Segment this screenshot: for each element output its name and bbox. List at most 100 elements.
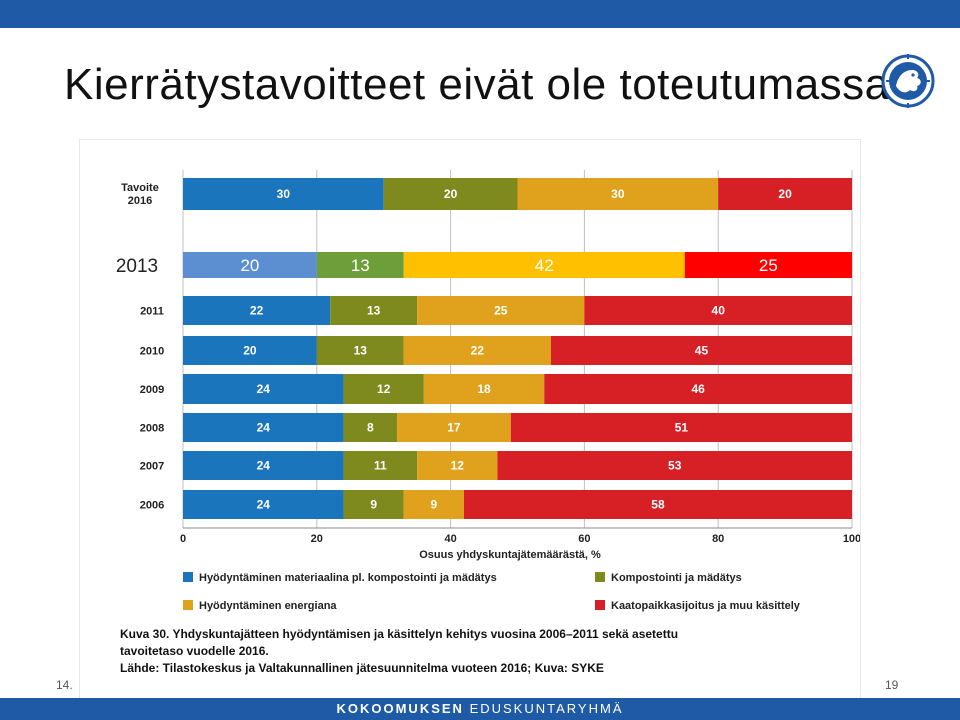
figure-caption-line: Lähde: Tilastokeskus ja Valtakunnallinen… <box>120 661 604 675</box>
x-axis-title: Osuus yhdyskuntajätemäärästä, % <box>419 549 601 561</box>
bar-segment <box>183 178 384 210</box>
data-label: 51 <box>675 421 689 435</box>
bar-segment <box>343 490 404 519</box>
legend-label: Kaatopaikkasijoitus ja muu käsittely <box>611 600 801 612</box>
bar-segment <box>183 374 344 404</box>
data-label: 20 <box>778 187 792 201</box>
data-label: 40 <box>712 304 726 318</box>
data-label: 17 <box>447 421 461 435</box>
data-label: 13 <box>351 256 370 275</box>
category-label: 2007 <box>140 461 164 473</box>
bar-segment <box>463 490 852 519</box>
data-label: 9 <box>370 498 377 512</box>
data-label: 24 <box>257 421 271 435</box>
data-label: 46 <box>691 382 705 396</box>
bar-segment <box>550 336 852 365</box>
bar-segment <box>183 296 331 325</box>
category-label: 2008 <box>140 423 164 435</box>
data-label: 20 <box>240 256 259 275</box>
x-tick-label: 20 <box>311 533 323 545</box>
bar-segment <box>403 252 685 278</box>
data-label: 18 <box>477 382 491 396</box>
bar-segment <box>343 451 418 480</box>
data-label: 25 <box>759 256 778 275</box>
slide-date: 14. <box>56 678 73 692</box>
data-label: 11 <box>374 459 387 473</box>
data-label: 12 <box>377 382 391 396</box>
data-label: 9 <box>431 498 438 512</box>
legend-swatch <box>183 600 193 610</box>
bar-segment <box>397 413 511 442</box>
slide-number: 19 <box>885 678 899 692</box>
data-label: 42 <box>535 256 554 275</box>
legend-swatch <box>183 572 193 582</box>
bar-segment <box>510 413 852 442</box>
bar-segment <box>517 178 719 210</box>
figure-caption-line: Kuva 30. Yhdyskuntajätteen hyödyntämisen… <box>120 627 678 641</box>
slide-title: Kierrätystavoitteet eivät ole toteutumas… <box>64 60 890 109</box>
bar-segment <box>403 490 464 519</box>
x-tick-label: 80 <box>712 533 724 545</box>
bar-segment <box>684 252 852 278</box>
data-label: 24 <box>257 498 271 512</box>
legend-label: Hyödyntäminen energiana <box>199 600 337 612</box>
legend-swatch <box>595 572 605 582</box>
data-label: 30 <box>277 187 291 201</box>
bar-segment <box>183 336 317 365</box>
data-label: 22 <box>471 344 485 358</box>
bar-segment <box>403 336 551 365</box>
data-label: 13 <box>367 304 381 318</box>
data-label: 20 <box>243 344 257 358</box>
legend-label: Kompostointi ja mädätys <box>611 572 742 584</box>
bar-segment <box>417 451 498 480</box>
x-tick-label: 40 <box>444 533 456 545</box>
bar-segment <box>316 336 404 365</box>
data-label: 24 <box>257 459 271 473</box>
category-label: 2013 <box>116 256 158 277</box>
lion-emblem-icon <box>881 54 935 108</box>
bar-segment <box>544 374 852 404</box>
x-tick-label: 60 <box>578 533 590 545</box>
top-bar <box>0 0 960 28</box>
category-label: Tavoite 2016 <box>121 182 159 207</box>
bar-segment <box>343 374 424 404</box>
chart-figure: 30 20 30 20 Tavoite 2016 20 13 42 25 2013 22 13 25 40 2… <box>80 140 860 700</box>
bar-segment <box>718 178 852 210</box>
data-label: 53 <box>668 459 682 473</box>
data-label: 58 <box>651 498 665 512</box>
data-label: 12 <box>451 459 465 473</box>
bar-segment <box>183 252 317 278</box>
bar-segment <box>383 178 518 210</box>
bar-segment <box>417 296 585 325</box>
x-tick-label: 0 <box>180 533 186 545</box>
bar-segment <box>330 296 418 325</box>
bar-segment <box>183 413 344 442</box>
data-label: 20 <box>444 187 458 201</box>
data-label: 13 <box>354 344 368 358</box>
data-label: 24 <box>257 382 271 396</box>
legend-label: Hyödyntäminen materiaalina pl. kompostoi… <box>199 572 497 584</box>
footer-brand-bold: KOKOOMUKSEN <box>336 701 464 716</box>
x-tick-label: 100 <box>843 533 860 545</box>
figure-caption-line: tavoitetaso vuodelle 2016. <box>120 644 269 658</box>
bar-segment <box>497 451 852 480</box>
bar-segment <box>423 374 545 404</box>
data-label: 45 <box>695 344 709 358</box>
bar-segment <box>316 252 404 278</box>
bar-segment <box>343 413 398 442</box>
category-label: 2010 <box>140 346 164 358</box>
data-label: 25 <box>494 304 508 318</box>
footer-brand-regular: EDUSKUNTARYHMÄ <box>469 701 624 716</box>
data-label: 22 <box>250 304 264 318</box>
bar-segment <box>183 451 344 480</box>
data-label: 8 <box>367 421 374 435</box>
data-label: 30 <box>611 187 625 201</box>
bar-segment <box>584 296 852 325</box>
footer-brand: KOKOOMUKSEN EDUSKUNTARYHMÄ <box>0 701 960 716</box>
category-label: 2011 <box>140 306 164 318</box>
category-label: 2009 <box>140 384 164 396</box>
bottom-bar <box>0 698 960 720</box>
category-label: 2006 <box>140 500 164 512</box>
bar-segment <box>183 490 344 519</box>
